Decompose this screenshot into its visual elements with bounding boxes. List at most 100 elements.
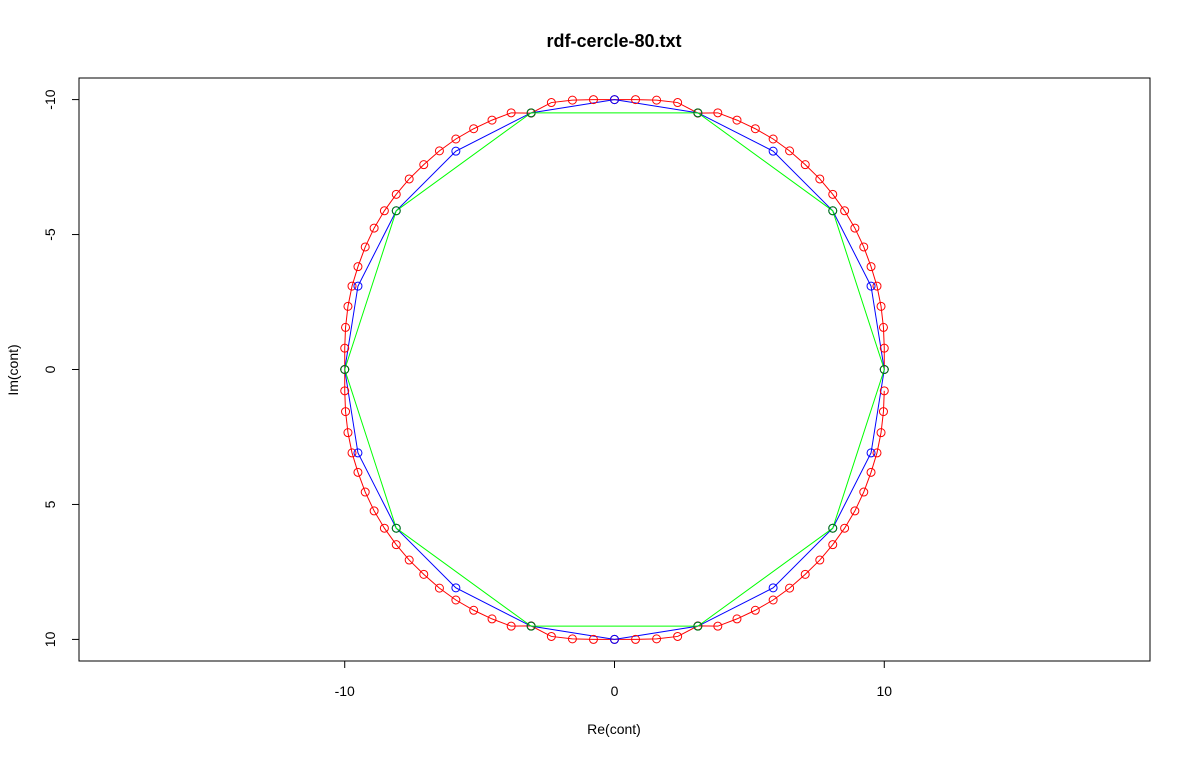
series-1-point (631, 634, 641, 644)
series-1-point (732, 614, 742, 624)
series-1-point (785, 583, 795, 593)
series-1-point (859, 487, 869, 497)
series-1-point (343, 428, 353, 438)
y-tick-label: 10 (42, 631, 58, 647)
series-3-point (391, 206, 401, 216)
y-tick-label: 0 (42, 365, 58, 373)
series-1-point (876, 301, 886, 311)
series-3-point (693, 621, 703, 631)
series-1-point (732, 115, 742, 125)
series-1-point (828, 189, 838, 199)
series-1-point (750, 605, 760, 615)
series-1-point (404, 555, 414, 565)
series-2-point (610, 634, 619, 644)
series-1-point (673, 98, 683, 108)
y-axis: -10 -5 0 5 10 (42, 89, 79, 647)
x-axis: -10 0 10 (335, 661, 892, 699)
series-1-point (878, 322, 888, 332)
series-1-point (588, 634, 598, 644)
series-1-point (866, 262, 876, 272)
series-1-point (713, 621, 723, 631)
series-1-point (850, 506, 860, 516)
y-tick-label: -10 (42, 89, 58, 109)
series-2-point (353, 281, 363, 291)
y-tick-label: 5 (42, 500, 58, 508)
series-1-point (567, 95, 577, 105)
x-tick-label: -10 (335, 683, 355, 699)
series-1-point (631, 95, 641, 105)
series-1-point (866, 467, 876, 477)
series-1-point (487, 115, 497, 125)
series-1-point (451, 134, 461, 144)
series-1-point (506, 108, 516, 118)
x-tick-label: 0 (611, 683, 619, 699)
series-1-point (859, 242, 869, 252)
series-3-point (828, 206, 838, 216)
series-1-point (546, 98, 556, 108)
series-3-point (879, 365, 889, 374)
series-1-point (815, 174, 825, 184)
series-1-point (434, 583, 444, 593)
series-1-point (768, 134, 778, 144)
series-1-point (340, 343, 350, 353)
series-1-point (340, 386, 350, 396)
series-2-point (451, 146, 461, 156)
series-1-point (872, 281, 882, 291)
series-1-point (872, 448, 882, 458)
series-1-point (353, 467, 363, 477)
series-1-point (879, 343, 889, 353)
series-1-point (379, 523, 389, 533)
series-3-point (526, 108, 536, 118)
series-1-point (347, 448, 357, 458)
series-1-point (652, 95, 662, 105)
series-3-point (340, 365, 350, 374)
series-1-point (343, 301, 353, 311)
series-1-point (828, 540, 838, 550)
series-1-point (800, 160, 810, 170)
series-1-point (469, 124, 479, 134)
series-2-point (353, 448, 363, 458)
series-1-point (567, 634, 577, 644)
series-1-point (469, 605, 479, 615)
series-2-point (866, 448, 876, 458)
series-1-point (785, 146, 795, 156)
series-1-point (506, 621, 516, 631)
series-1-point (451, 595, 461, 605)
series-1-point (487, 614, 497, 624)
series-1-point (391, 540, 401, 550)
series-3-point (693, 108, 703, 118)
series-1-point (652, 634, 662, 644)
y-axis-label: Im(cont) (5, 344, 21, 395)
series-3-line (344, 112, 885, 627)
series-1-point (353, 262, 363, 272)
x-axis-label: Re(cont) (587, 721, 641, 737)
chart-title: rdf-cercle-80.txt (546, 31, 681, 51)
series-1-point (840, 523, 850, 533)
series-1-point (768, 595, 778, 605)
series-1-point (404, 174, 414, 184)
series-2-point (451, 583, 461, 593)
series-1-point (341, 322, 351, 332)
plot-frame (78, 77, 1151, 662)
series-1-point (360, 487, 370, 497)
series-1-line (344, 99, 885, 640)
series-2-point (610, 95, 619, 105)
series-1-point (391, 189, 401, 199)
series-1-point (419, 569, 429, 579)
series-1-point (713, 108, 723, 118)
series-1-point (546, 631, 556, 641)
series-1-point (673, 631, 683, 641)
series-1-point (879, 386, 889, 396)
series-1-point (840, 206, 850, 216)
x-tick-label: 10 (876, 683, 892, 699)
series-1-point (850, 223, 860, 233)
series-1-point (369, 223, 379, 233)
series-layer (340, 95, 889, 644)
series-2-point (768, 146, 778, 156)
series-1-point (369, 506, 379, 516)
series-3-point (391, 523, 401, 533)
series-1-point (379, 206, 389, 216)
series-1-point (434, 146, 444, 156)
series-1-point (800, 569, 810, 579)
